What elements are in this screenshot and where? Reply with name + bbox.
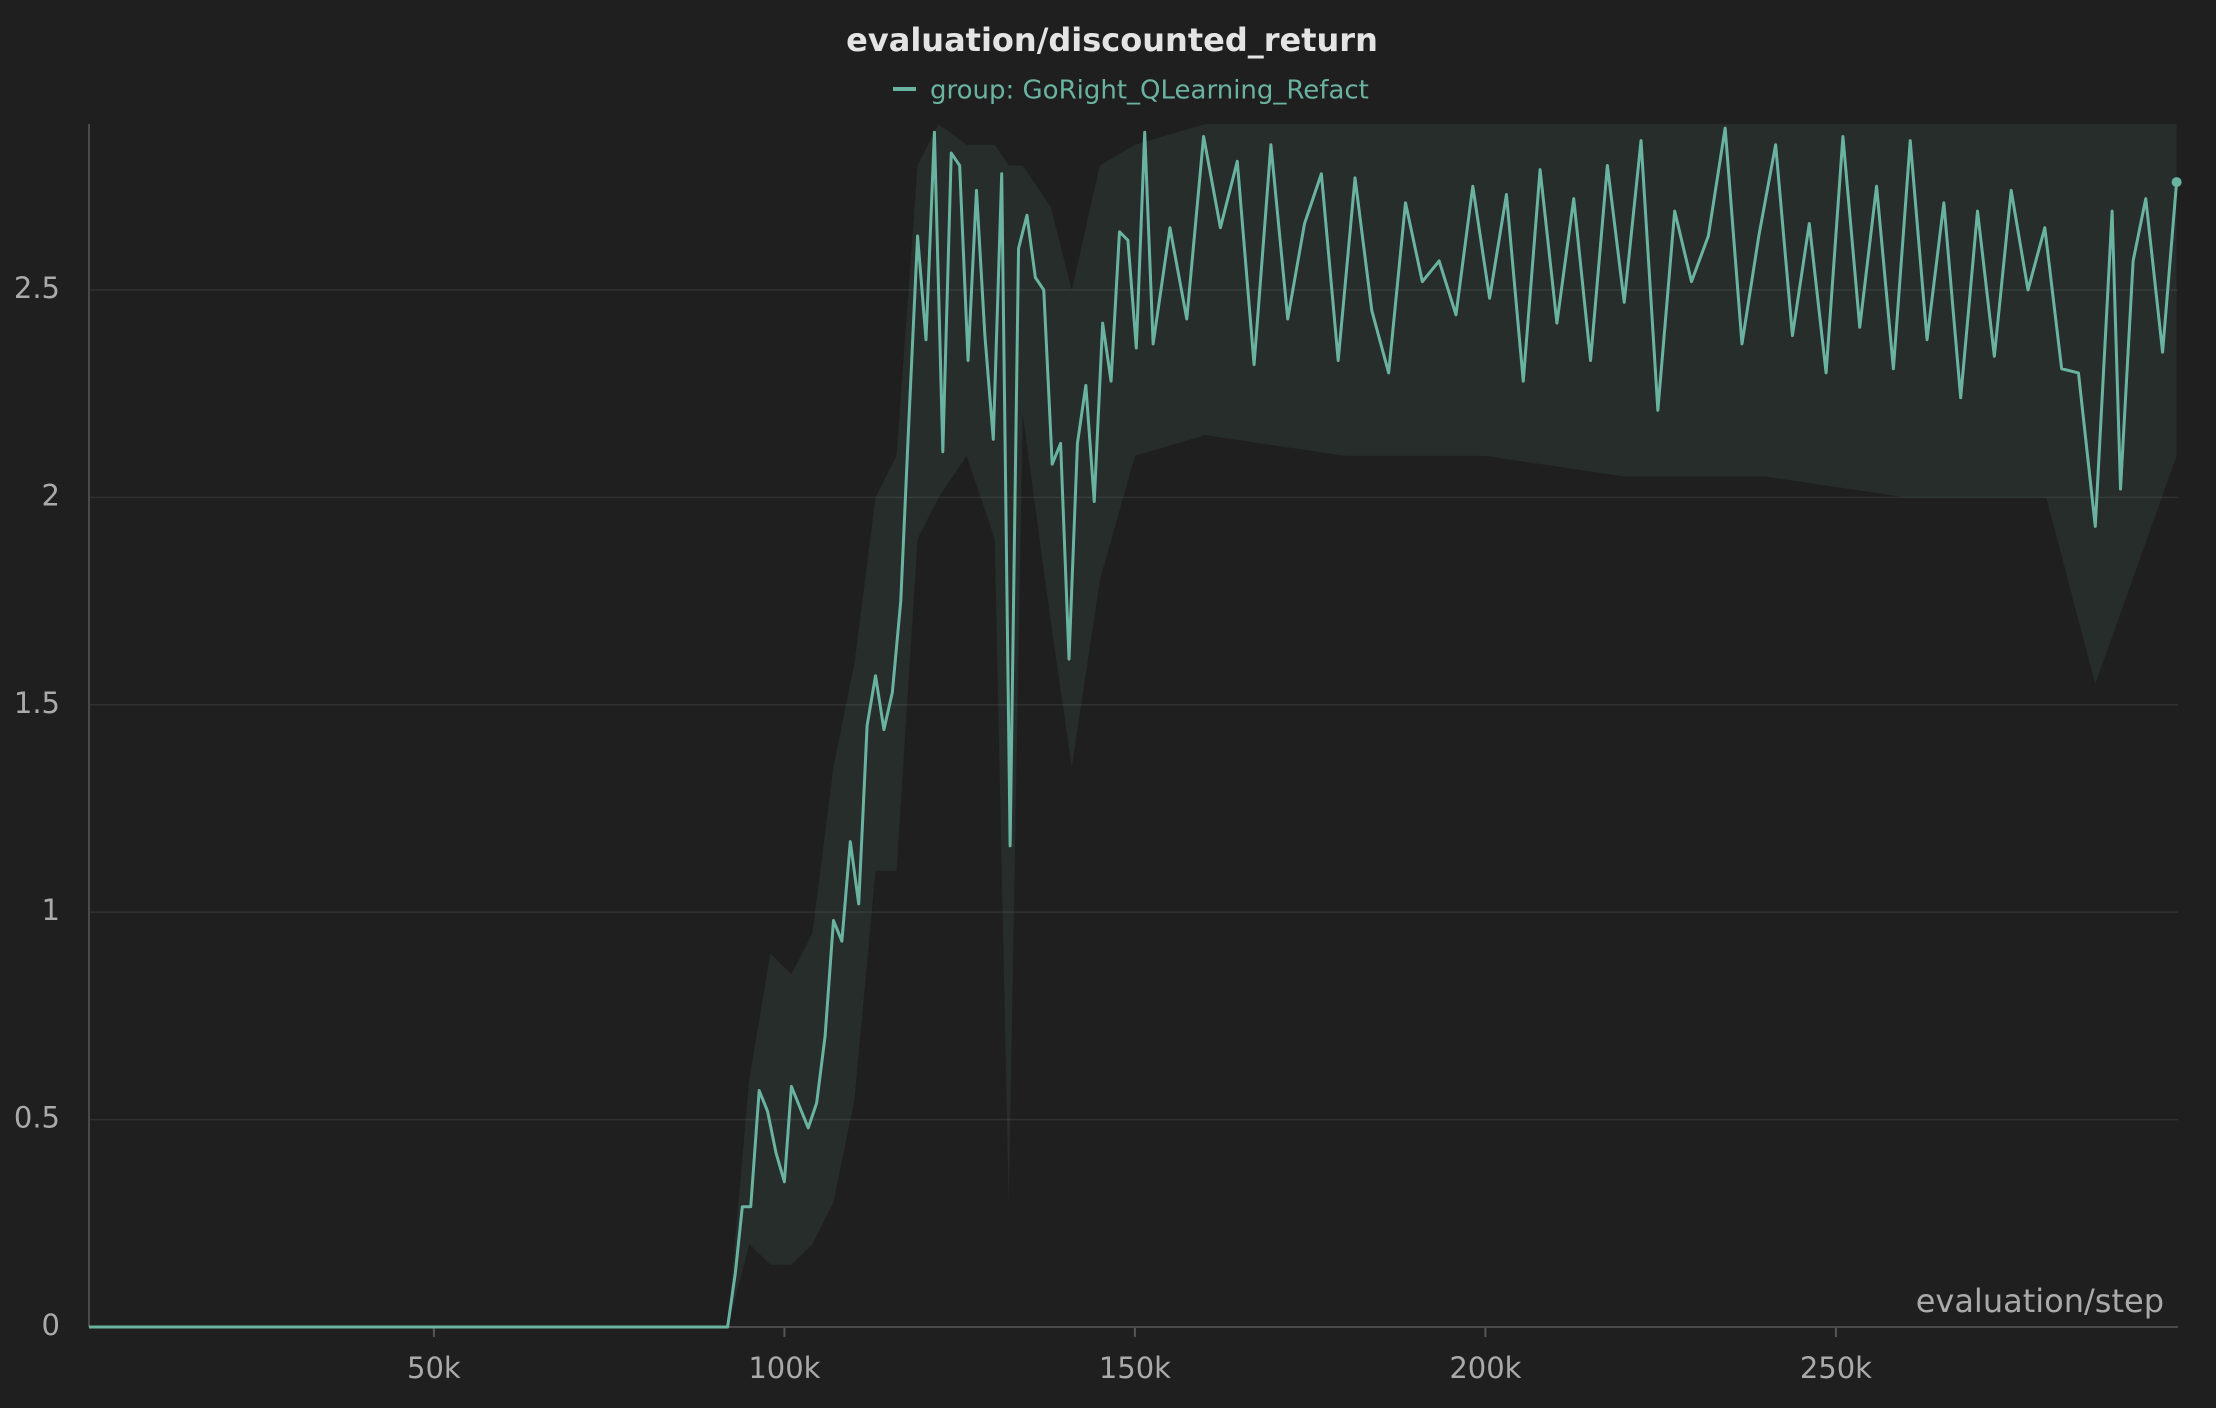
x-tick-label: 200k: [1449, 1351, 1521, 1385]
x-axis-label: evaluation/step: [1916, 1282, 2164, 1320]
x-tick-label: 50k: [407, 1351, 461, 1385]
y-tick-label: 0: [42, 1308, 60, 1342]
y-tick-label: 0.5: [14, 1101, 60, 1135]
y-tick-label: 2: [42, 478, 60, 512]
x-tick-label: 150k: [1099, 1351, 1171, 1385]
series-line: [89, 126, 2179, 1329]
y-tick-label: 1: [42, 893, 60, 927]
x-tick-label: 250k: [1800, 1351, 1872, 1385]
x-tick-label: 100k: [748, 1351, 820, 1385]
chart-title: evaluation/discounted_return: [846, 21, 1378, 59]
legend-label: group: GoRight_QLearning_Refact: [930, 76, 1369, 106]
end-point: [2171, 177, 2182, 188]
y-tick-label: 2.5: [14, 271, 60, 305]
y-tick-label: 1.5: [14, 686, 60, 720]
